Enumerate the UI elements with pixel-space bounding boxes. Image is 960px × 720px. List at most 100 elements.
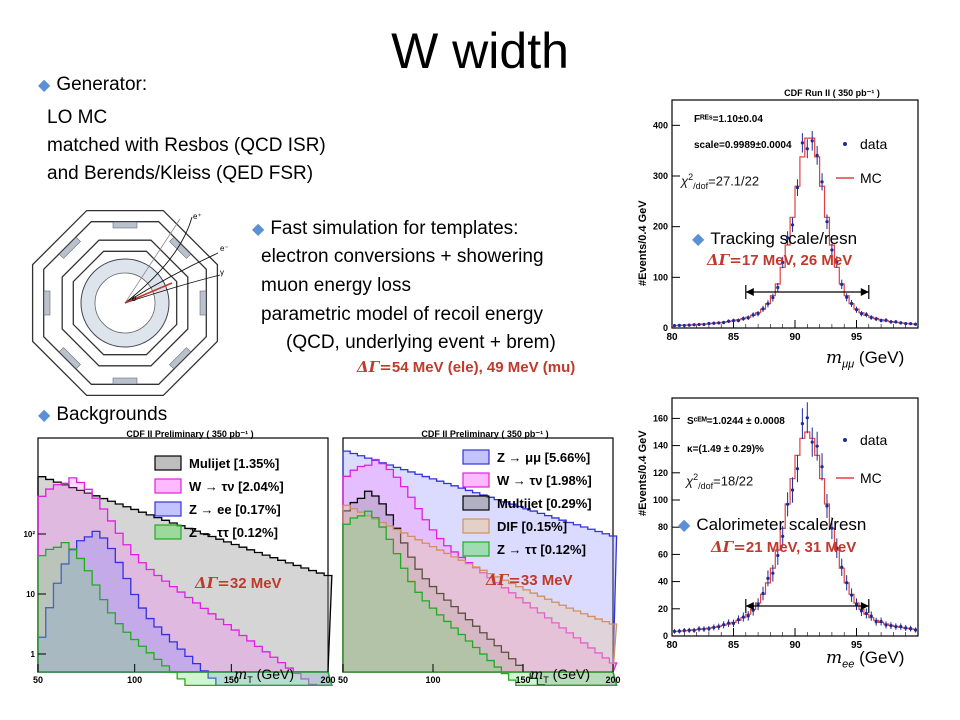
- data-point: [894, 320, 898, 324]
- data-point: [771, 295, 775, 300]
- legend-swatch: [462, 449, 490, 465]
- data-point: [884, 623, 888, 627]
- y-tick-label: 10: [26, 590, 35, 599]
- data-point: [864, 611, 868, 616]
- data-point: [805, 147, 809, 151]
- data-point: [840, 565, 844, 569]
- bg-histogram: [37, 476, 333, 673]
- detector-label: e: [132, 294, 137, 303]
- legend-swatch: [154, 524, 182, 540]
- data-point: [800, 421, 804, 426]
- bg-histogram: [342, 504, 618, 673]
- fastsim-line: parametric model of recoil energy: [261, 304, 543, 325]
- legend-swatch: [154, 501, 182, 517]
- data-point: [894, 624, 898, 629]
- data-point: [909, 322, 913, 326]
- data-point: [800, 141, 804, 145]
- diamond-bullet-icon: ◆: [252, 221, 265, 238]
- data-point: [712, 321, 716, 325]
- data-point: [795, 186, 800, 190]
- data-point: [830, 248, 834, 252]
- bg-histogram: [37, 542, 333, 687]
- data-point: [677, 323, 681, 327]
- fastsim-heading: ◆ Fast simulation for templates:: [252, 218, 519, 239]
- y-tick-label: 200: [653, 222, 668, 232]
- calorimeter-heading: ◆ Calorimeter scale/resn: [678, 515, 867, 534]
- bg-histogram: [37, 477, 333, 687]
- bg-right-xlabel: mT (GeV): [530, 666, 591, 685]
- y-tick-label: 100: [653, 495, 668, 505]
- background-plot-electron: CDF II Preliminary ( 350 pb⁻¹ ) Mulijet …: [23, 429, 336, 687]
- data-point: [731, 621, 736, 625]
- data-point: [731, 318, 736, 323]
- legend-entry: Z → μμ [5.66%]: [497, 450, 590, 465]
- x-tick-label: 50: [33, 675, 43, 685]
- page-title: W width: [391, 23, 569, 79]
- bg-right-delta: ΔΓ=33 MeV: [486, 571, 573, 589]
- data-point: [825, 220, 829, 224]
- data-point: [815, 153, 819, 157]
- data-point: [820, 180, 824, 184]
- y-tick-label: 0: [663, 323, 668, 333]
- x-tick-label: 80: [666, 640, 678, 651]
- tracking-plot: CDF Run II ( 350 pb⁻¹ ) #Events/0.4 GeV …: [637, 88, 919, 343]
- y-tick-label: 10²: [23, 530, 35, 539]
- data-point: [756, 312, 760, 316]
- y-tick-label: 80: [658, 522, 668, 532]
- data-point: [687, 628, 691, 632]
- data-point: [771, 571, 775, 575]
- legend-entry: W → τν [2.04%]: [189, 479, 284, 494]
- y-tick-label: 20: [658, 604, 668, 614]
- legend-entry: W → τν [1.98%]: [497, 473, 592, 488]
- legend-entry: Z → ττ [0.12%]: [189, 525, 278, 540]
- x-tick-label: 95: [851, 640, 863, 651]
- detector-segment: [43, 290, 51, 316]
- data-point: [889, 624, 893, 628]
- data-point: [726, 621, 731, 625]
- detector-diagram: e⁺ e⁻ e γ: [31, 209, 229, 397]
- data-point: [864, 313, 868, 317]
- top-chi2: χ2/dof=27.1/22: [681, 172, 760, 191]
- y-tick-label: 160: [653, 413, 668, 423]
- data-point: [790, 223, 795, 227]
- data-point: [776, 285, 780, 290]
- data-point: [697, 322, 701, 327]
- data-point: [761, 591, 765, 596]
- data-point: [825, 504, 829, 508]
- legend-mc: MC: [860, 470, 882, 486]
- data-point: [869, 315, 873, 320]
- data-point: [672, 324, 677, 328]
- data-point: [672, 629, 677, 633]
- data-point: [776, 553, 780, 558]
- detector-segment: [58, 347, 81, 370]
- data-point: [840, 282, 844, 286]
- x-tick-label: 90: [789, 640, 801, 651]
- data-point: [904, 321, 908, 326]
- bg-histogram: [342, 510, 618, 687]
- data-point: [874, 620, 878, 624]
- generator-line: and Berends/Kleiss (QED FSR): [47, 163, 314, 184]
- detector-label: γ: [220, 268, 224, 277]
- legend-mc: MC: [860, 170, 882, 186]
- data-point: [717, 321, 721, 325]
- data-point: [859, 609, 864, 613]
- plot-title: CDF II Preliminary ( 350 pb⁻¹ ): [126, 429, 253, 439]
- data-point: [849, 301, 854, 306]
- fit-result: Sᶜᴱᴹ=1.0244 ± 0.0008: [687, 416, 785, 427]
- data-point: [722, 320, 726, 325]
- data-point: [736, 318, 741, 323]
- data-point: [805, 416, 809, 420]
- data-point: [687, 323, 691, 327]
- y-tick-label: 0: [663, 631, 668, 641]
- tracking-heading: ◆ Tracking scale/resn: [692, 229, 858, 248]
- fastsim-line: electron conversions + showering: [261, 246, 544, 267]
- calorimeter-delta: ΔΓ=21 MeV, 31 MeV: [711, 538, 857, 556]
- x-tick-label: 80: [666, 332, 678, 343]
- data-point: [859, 312, 864, 316]
- legend-data-marker: [843, 438, 847, 442]
- x-tick-label: 200: [320, 675, 335, 685]
- data-point: [913, 322, 918, 326]
- generator-line: matched with Resbos (QCD ISR): [47, 135, 326, 156]
- x-tick-label: 85: [728, 332, 740, 343]
- data-point: [766, 576, 770, 580]
